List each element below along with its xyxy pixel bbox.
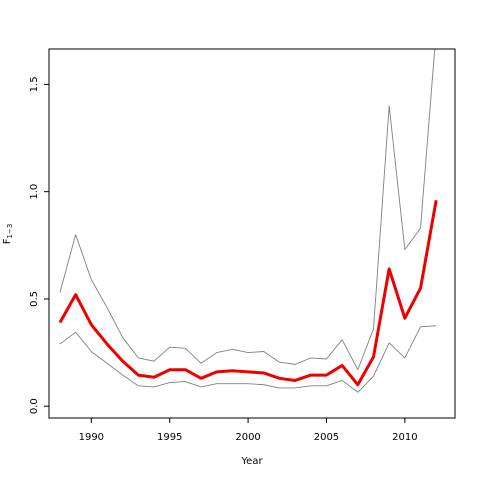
x-tick-label: 2000 [235,432,260,443]
x-tick-label: 1995 [157,432,182,443]
x-axis: 1990 1995 2000 2005 2010 [79,418,418,443]
x-tick-label: 2010 [392,432,417,443]
series-line-lower [59,325,437,393]
series-line-upper [59,49,436,371]
series-line-estimate [58,199,438,387]
x-axis-label: Year [240,456,263,467]
y-tick-label: 0.0 [29,398,40,414]
y-axis-label-subscript: 1−3 [6,224,14,239]
y-axis-label-main: F [2,238,13,244]
y-axis-label: F1−3 [2,224,14,245]
y-tick-label: 0.5 [29,291,40,307]
y-axis: 0.0 0.5 1.0 1.5 [29,76,49,414]
x-tick-label: 2005 [314,432,339,443]
series-layer [58,49,438,393]
x-tick-label: 1990 [79,432,104,443]
y-tick-label: 1.0 [29,184,40,200]
plot-frame [48,48,456,419]
y-tick-label: 1.5 [29,76,40,92]
